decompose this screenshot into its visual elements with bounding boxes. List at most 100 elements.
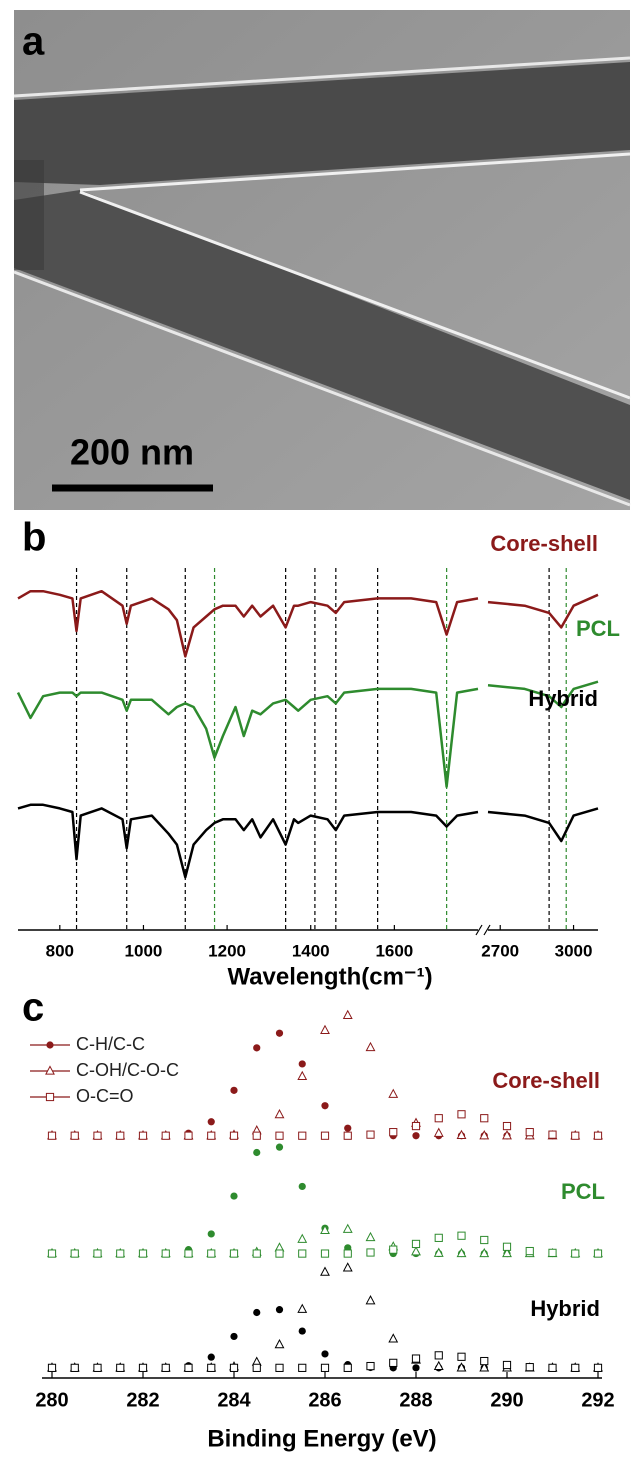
spectrum	[16, 680, 599, 788]
marker	[275, 1143, 284, 1151]
marker	[93, 1363, 102, 1372]
marker	[548, 1130, 557, 1139]
marker	[412, 1364, 420, 1372]
x-tick-label: 800	[46, 941, 74, 960]
marker	[411, 1121, 421, 1131]
marker	[434, 1351, 443, 1360]
marker	[297, 1070, 308, 1081]
legend-marker	[45, 1065, 55, 1075]
marker	[138, 1131, 148, 1140]
marker	[411, 1246, 421, 1256]
marker	[297, 1303, 308, 1313]
marker	[480, 1235, 489, 1245]
spectrum	[17, 803, 599, 879]
marker	[366, 1361, 375, 1371]
marker	[388, 1088, 399, 1098]
marker	[253, 1044, 261, 1052]
marker	[456, 1362, 467, 1372]
marker	[593, 1131, 603, 1140]
marker	[70, 1131, 79, 1140]
marker	[525, 1363, 534, 1372]
marker	[571, 1131, 580, 1140]
marker	[389, 1245, 398, 1254]
marker	[434, 1114, 443, 1123]
x-tick-label: 288	[399, 1389, 432, 1411]
marker	[342, 1009, 353, 1019]
marker	[230, 1332, 238, 1341]
marker	[70, 1363, 79, 1372]
axis-break	[475, 924, 483, 936]
x-tick-label: 1600	[375, 941, 413, 960]
marker	[366, 1248, 375, 1257]
x-axis-title: Wavelength(cm⁻¹)	[227, 963, 432, 990]
legend-label: C-OH/C-O-C	[76, 1060, 179, 1080]
marker	[457, 1110, 466, 1119]
legend-label: C-H/C-C	[76, 1034, 145, 1054]
marker	[320, 1363, 330, 1372]
x-tick-label: 284	[217, 1389, 251, 1411]
marker	[230, 1192, 238, 1200]
marker	[456, 1129, 467, 1139]
marker	[47, 1131, 57, 1140]
group-label: PCL	[561, 1179, 605, 1204]
marker	[320, 1266, 330, 1276]
marker	[252, 1249, 261, 1258]
marker	[70, 1249, 79, 1258]
marker	[207, 1230, 215, 1238]
marker	[47, 1363, 57, 1372]
marker	[275, 1363, 284, 1372]
x-tick-label: 2700	[481, 941, 519, 960]
marker	[389, 1128, 398, 1137]
marker	[320, 1024, 330, 1034]
fiber-edge	[13, 56, 631, 98]
panel-label: b	[22, 516, 46, 560]
marker	[342, 1223, 353, 1233]
marker	[275, 1131, 284, 1140]
marker	[184, 1131, 193, 1140]
marker	[366, 1130, 375, 1139]
marker	[412, 1132, 420, 1140]
scale-bar-label: 200 nm	[70, 432, 194, 473]
fiber-lower	[14, 190, 630, 500]
x-tick-label: 3000	[555, 941, 593, 960]
marker	[93, 1131, 102, 1140]
marker	[253, 1308, 261, 1317]
marker	[321, 1102, 329, 1110]
marker	[252, 1363, 261, 1372]
marker	[138, 1249, 148, 1258]
marker	[320, 1131, 330, 1140]
marker	[253, 1148, 261, 1157]
marker	[433, 1127, 444, 1137]
marker	[342, 1262, 353, 1272]
marker	[47, 1249, 57, 1258]
marker	[298, 1363, 307, 1372]
marker	[298, 1327, 306, 1335]
legend-marker	[46, 1041, 54, 1049]
marker	[593, 1363, 603, 1372]
marker	[298, 1249, 307, 1258]
series-label: PCL	[576, 616, 620, 641]
marker	[480, 1356, 489, 1366]
marker	[480, 1114, 489, 1123]
x-axis-title: Binding Energy (eV)	[207, 1425, 436, 1452]
legend-marker	[45, 1092, 55, 1102]
marker	[298, 1131, 307, 1140]
marker	[229, 1249, 239, 1258]
marker	[525, 1246, 534, 1256]
marker	[297, 1233, 308, 1243]
marker	[343, 1249, 352, 1258]
x-tick-label: 1400	[292, 941, 330, 960]
marker	[230, 1086, 238, 1094]
legend-label: O-C=O	[76, 1086, 134, 1106]
marker	[411, 1354, 421, 1363]
fiber-edge	[79, 152, 631, 192]
marker	[548, 1363, 557, 1372]
marker	[229, 1363, 239, 1372]
marker	[571, 1363, 580, 1372]
marker	[207, 1118, 215, 1126]
group-label: Hybrid	[530, 1296, 600, 1321]
x-tick-label: 282	[126, 1389, 159, 1411]
marker	[548, 1248, 557, 1257]
marker	[365, 1041, 376, 1052]
